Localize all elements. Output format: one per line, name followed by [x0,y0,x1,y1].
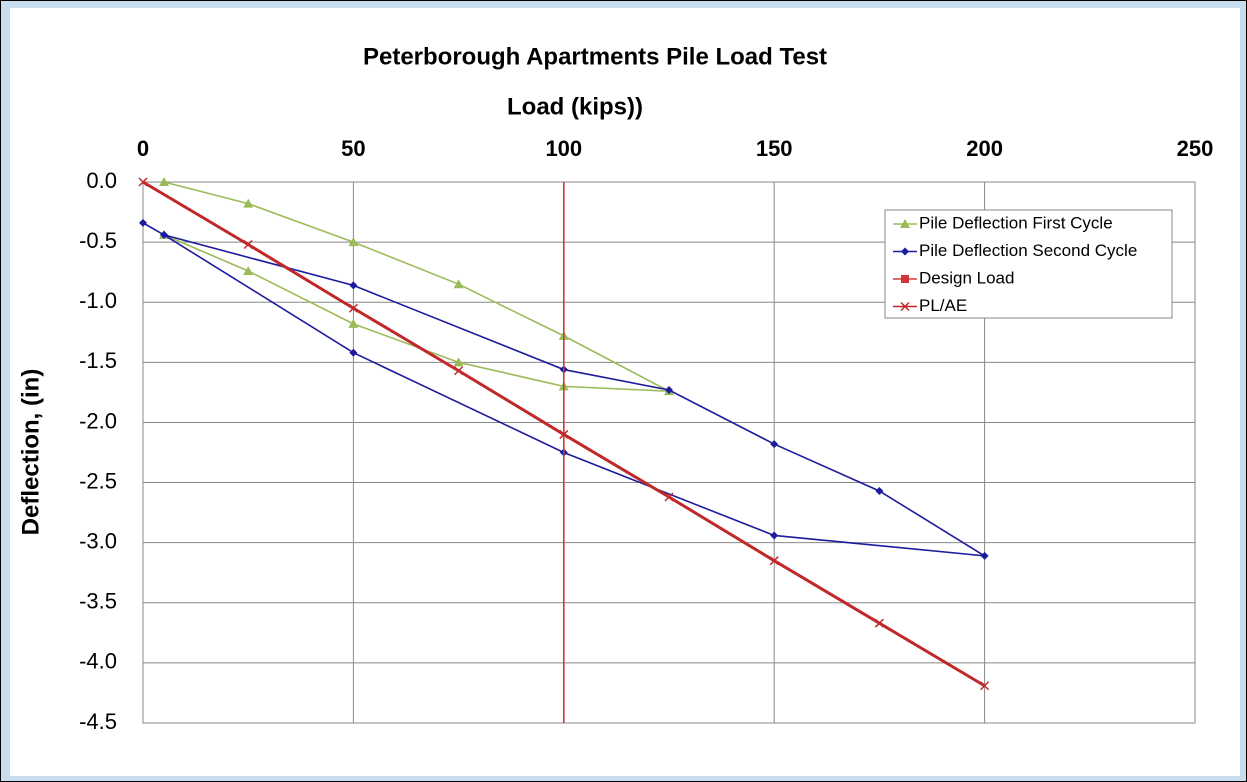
legend-box [884,209,1173,319]
y-tick-label: -0.5 [79,228,117,253]
marker [875,486,884,495]
y-tick-label: -4.0 [79,649,117,674]
marker [901,275,909,283]
legend-label: Pile Deflection First Cycle [919,213,1113,232]
chart-area [10,8,1240,776]
marker [349,281,358,290]
marker [980,551,989,560]
chart-title: Peterborough Apartments Pile Load Test [363,43,827,70]
marker [160,230,169,239]
y-tick-label: -3.0 [79,528,117,553]
marker [770,531,779,540]
marker [900,301,910,312]
marker [980,681,990,691]
x-tick-label: 200 [966,136,1003,161]
marker [453,279,464,289]
marker [559,429,569,439]
x-axis-label: Load (kips)) [507,93,643,120]
legend: Pile Deflection First Cycle Pile Deflecti… [884,209,1173,319]
x-tick-label: 150 [756,136,793,161]
marker [349,348,358,357]
marker [243,239,253,250]
marker [348,237,359,247]
y-tick-label: -1.0 [79,288,117,313]
marker [874,618,884,628]
legend-label: PL/AE [919,296,967,315]
legend-label: Pile Deflection Second Cycle [919,241,1137,260]
plot-border [142,181,1196,724]
y-tick-label: -4.5 [79,709,117,734]
x-tick-label: 100 [545,136,582,161]
legend-label: Design Load [919,268,1014,287]
marker [138,177,148,187]
marker [665,385,673,394]
marker [664,492,674,502]
marker [769,556,779,566]
y-tick-label: -1.5 [79,348,117,373]
marker [139,218,147,227]
marker [243,198,254,208]
marker [243,265,254,275]
series-line [142,222,986,557]
marker [900,219,910,228]
x-tick-label: 250 [1177,136,1214,161]
x-tick-label: 0 [137,136,149,161]
x-tick-label: 50 [341,136,365,161]
y-axis-label: Deflection, (in) [17,369,44,536]
marker [348,318,359,328]
y-tick-label: -3.5 [79,589,117,614]
marker [454,366,464,376]
y-tick-label: -2.0 [79,408,117,433]
marker [453,357,464,367]
marker [348,303,358,313]
marker [159,177,170,186]
y-tick-label: -2.5 [79,468,117,493]
marker [901,247,909,256]
y-tick-label: 0.0 [86,168,117,193]
marker [770,440,779,449]
